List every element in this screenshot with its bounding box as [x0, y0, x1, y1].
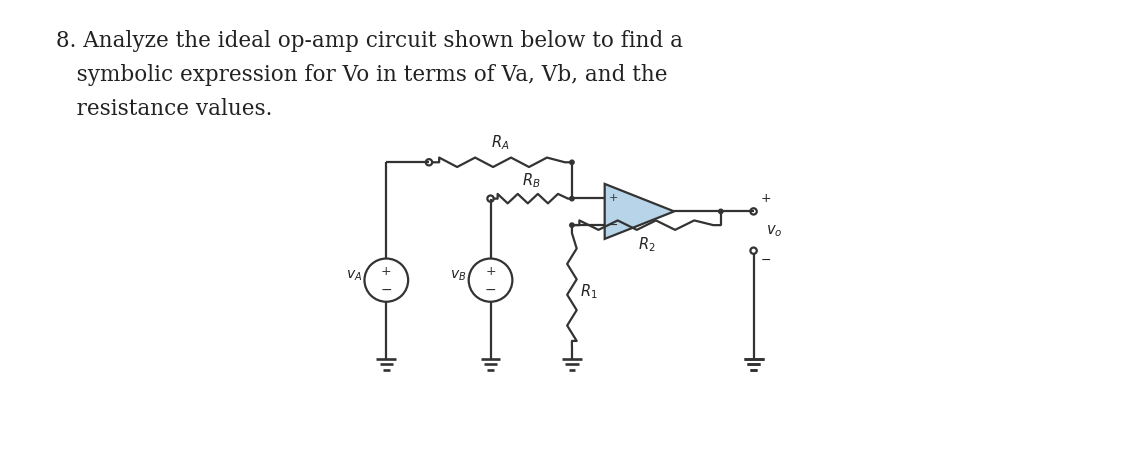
Text: symbolic expression for Vo in terms of Va, Vb, and the: symbolic expression for Vo in terms of V… — [56, 64, 667, 86]
Circle shape — [569, 223, 574, 227]
Text: resistance values.: resistance values. — [56, 98, 272, 120]
Text: $R_B$: $R_B$ — [522, 171, 540, 190]
Text: −: − — [608, 219, 619, 232]
Text: +: + — [381, 265, 391, 278]
Text: −: − — [485, 283, 496, 297]
Text: $R_2$: $R_2$ — [638, 235, 655, 254]
Circle shape — [569, 197, 574, 201]
Circle shape — [569, 160, 574, 164]
Text: $R_A$: $R_A$ — [492, 134, 510, 152]
Text: $v_B$: $v_B$ — [450, 269, 466, 283]
Text: +: + — [485, 265, 496, 278]
Text: +: + — [609, 192, 618, 203]
Polygon shape — [604, 184, 674, 239]
Circle shape — [719, 209, 723, 213]
Text: $v_A$: $v_A$ — [346, 269, 362, 283]
Text: 8. Analyze the ideal op-amp circuit shown below to find a: 8. Analyze the ideal op-amp circuit show… — [56, 30, 683, 52]
Text: −: − — [380, 283, 393, 297]
Text: $R_1$: $R_1$ — [579, 282, 597, 302]
Text: $v_o$: $v_o$ — [766, 223, 783, 239]
Text: −: − — [760, 254, 771, 267]
Text: +: + — [760, 192, 771, 205]
